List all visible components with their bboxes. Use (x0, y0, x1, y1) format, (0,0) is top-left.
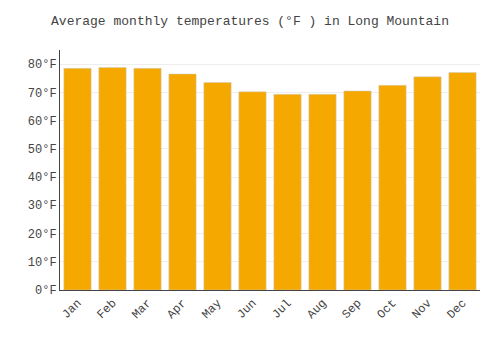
svg-text:Oct: Oct (374, 297, 399, 322)
svg-text:20°F: 20°F (28, 228, 57, 242)
svg-text:Jun: Jun (234, 297, 259, 322)
svg-text:Mar: Mar (129, 297, 154, 322)
svg-text:Aug: Aug (304, 297, 329, 322)
svg-text:Dec: Dec (444, 297, 469, 322)
svg-text:70°F: 70°F (28, 87, 57, 101)
svg-text:Average monthly temperatures (: Average monthly temperatures (°F ) in Lo… (51, 14, 449, 29)
svg-text:Jul: Jul (269, 297, 294, 322)
svg-text:0°F: 0°F (35, 284, 57, 298)
svg-text:10°F: 10°F (28, 256, 57, 270)
svg-text:40°F: 40°F (28, 171, 57, 185)
svg-text:Nov: Nov (409, 297, 434, 322)
svg-text:Jan: Jan (59, 297, 84, 322)
svg-text:Apr: Apr (164, 297, 189, 322)
svg-text:Sep: Sep (339, 297, 364, 322)
svg-text:Feb: Feb (94, 297, 119, 322)
svg-text:80°F: 80°F (28, 58, 57, 72)
svg-text:30°F: 30°F (28, 199, 57, 213)
svg-text:May: May (199, 297, 224, 322)
svg-text:50°F: 50°F (28, 143, 57, 157)
svg-text:60°F: 60°F (28, 115, 57, 129)
